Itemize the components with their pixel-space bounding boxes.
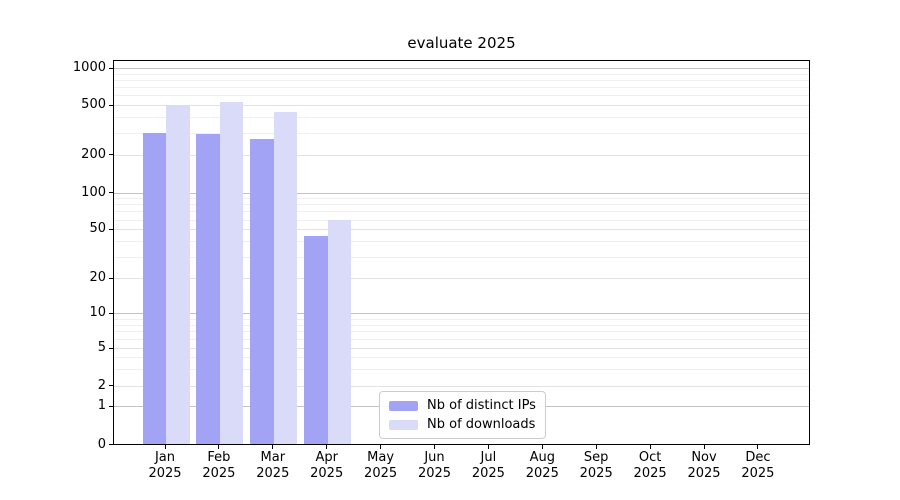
- gridline-minor-6: [114, 339, 809, 341]
- gridline-1000: [114, 68, 809, 70]
- bar-downloads-jan: [166, 105, 190, 444]
- gridline-50: [114, 229, 809, 231]
- x-tick-label-jan: Jan 2025: [148, 450, 182, 482]
- y-tick-label-10: 10: [89, 305, 106, 321]
- x-tick-label-may: May 2025: [364, 450, 398, 482]
- gridline-minor-900: [114, 73, 809, 75]
- y-tick-mark-0: [109, 444, 113, 445]
- gridline-minor-600: [114, 95, 809, 97]
- y-tick-mark-100: [109, 192, 113, 193]
- gridline-minor-7: [114, 331, 809, 333]
- y-tick-label-20: 20: [89, 270, 106, 286]
- y-tick-mark-500: [109, 104, 113, 106]
- x-tick-mark-jul: [487, 445, 489, 449]
- y-tick-label-50: 50: [89, 221, 106, 237]
- y-tick-mark-1: [109, 405, 113, 407]
- y-tick-label-1000: 1000: [72, 60, 106, 76]
- bar-downloads-apr: [327, 219, 352, 444]
- bar-distinct-ips-jan: [142, 132, 166, 444]
- x-tick-label-dec: Dec 2025: [741, 450, 775, 482]
- y-tick-mark-20: [109, 277, 113, 279]
- x-tick-label-jun: Jun 2025: [417, 450, 452, 482]
- gridline-minor-800: [114, 80, 809, 82]
- legend-swatch-downloads: [389, 419, 418, 430]
- y-tick-label-2: 2: [97, 377, 106, 393]
- gridline-minor-70: [114, 211, 809, 213]
- x-tick-mark-sep: [595, 445, 597, 449]
- x-tick-mark-apr: [326, 445, 328, 449]
- legend-entry-distinct-ips: Nb of distinct IPs: [389, 398, 545, 413]
- y-tick-mark-200: [109, 154, 113, 155]
- bar-distinct-ips-mar: [250, 139, 274, 444]
- gridline-minor-9: [114, 318, 809, 320]
- bar-distinct-ips-apr: [304, 236, 328, 444]
- y-tick-mark-5: [109, 347, 113, 349]
- y-tick-label-200: 200: [81, 146, 106, 162]
- x-tick-label-nov: Nov 2025: [687, 450, 721, 482]
- y-tick-label-1: 1: [97, 398, 106, 413]
- gridline-minor-40: [114, 241, 809, 243]
- y-tick-mark-2: [109, 385, 113, 387]
- x-tick-label-apr: Apr 2025: [310, 450, 344, 482]
- gridline-minor-400: [114, 117, 809, 119]
- gridline-5: [114, 348, 809, 350]
- plot-area: Nb of distinct IPs Nb of downloads: [113, 60, 810, 445]
- x-tick-label-mar: Mar 2025: [256, 450, 290, 482]
- x-tick-mark-feb: [218, 445, 220, 449]
- legend: Nb of distinct IPs Nb of downloads: [379, 391, 546, 439]
- x-tick-mark-oct: [649, 445, 651, 449]
- bar-distinct-ips-feb: [196, 133, 220, 444]
- x-tick-label-oct: Oct 2025: [633, 450, 667, 482]
- gridline-500: [114, 105, 809, 106]
- x-tick-label-feb: Feb 2025: [202, 450, 236, 482]
- x-tick-mark-jun: [434, 445, 435, 449]
- y-tick-mark-1000: [109, 67, 113, 69]
- gridline-10: [114, 313, 809, 315]
- y-tick-mark-10: [109, 312, 113, 314]
- legend-label-distinct-ips: Nb of distinct IPs: [427, 398, 536, 413]
- y-tick-label-500: 500: [81, 97, 106, 112]
- chart-title: evaluate 2025: [407, 34, 516, 52]
- gridline-minor-3: [114, 369, 809, 371]
- gridline-minor-4: [114, 357, 809, 359]
- gridline-minor-700: [114, 87, 809, 89]
- x-tick-label-aug: Aug 2025: [525, 450, 559, 482]
- x-tick-mark-aug: [541, 445, 543, 449]
- x-tick-mark-nov: [703, 445, 705, 449]
- y-tick-label-100: 100: [81, 184, 106, 200]
- gridline-2: [114, 385, 809, 387]
- gridline-minor-30: [114, 256, 809, 258]
- gridline-20: [114, 278, 809, 280]
- y-tick-label-0: 0: [97, 436, 106, 452]
- bar-downloads-mar: [273, 111, 298, 444]
- gridline-minor-80: [114, 204, 809, 206]
- x-tick-mark-may: [380, 445, 382, 449]
- gridline-minor-300: [114, 132, 809, 134]
- gridline-minor-8: [114, 324, 809, 326]
- gridline-minor-60: [114, 219, 809, 221]
- x-tick-mark-mar: [272, 445, 274, 449]
- y-tick-mark-50: [109, 228, 113, 230]
- x-tick-label-jul: Jul 2025: [471, 450, 505, 482]
- y-tick-label-5: 5: [97, 340, 106, 356]
- legend-label-downloads: Nb of downloads: [427, 417, 536, 432]
- x-tick-mark-jan: [164, 445, 166, 449]
- gridline-200: [114, 154, 809, 156]
- gridline-100: [114, 192, 809, 194]
- legend-entry-downloads: Nb of downloads: [389, 417, 545, 432]
- x-tick-mark-dec: [757, 445, 759, 449]
- legend-swatch-distinct-ips: [389, 400, 418, 411]
- bar-downloads-feb: [219, 101, 244, 444]
- x-tick-label-sep: Sep 2025: [579, 450, 613, 482]
- gridline-minor-90: [114, 198, 809, 200]
